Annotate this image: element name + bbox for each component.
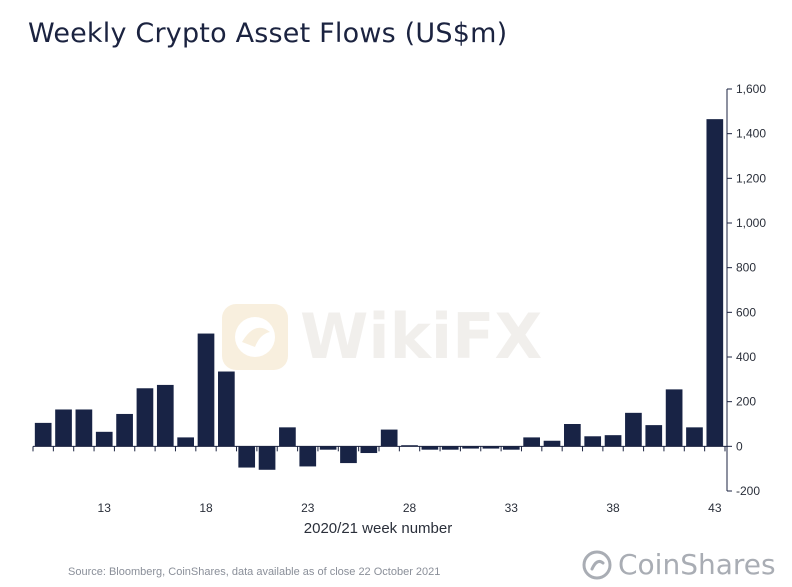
bar [645,425,663,447]
coinshares-logo-icon [582,550,612,579]
bar [462,446,479,449]
x-tick-label: 28 [403,501,417,515]
bar [177,437,194,447]
bar [584,436,602,447]
brand-name: CoinShares [618,548,776,581]
y-tick-label: 1,200 [736,171,766,185]
bar [564,424,581,447]
x-axis-label: 2020/21 week number [304,520,452,537]
x-tick-label: 33 [505,501,519,515]
bar [116,413,133,447]
bar [238,446,256,468]
bar [360,446,378,454]
bar [421,446,439,450]
bar [604,435,622,447]
y-tick-label: 800 [736,261,756,275]
bar [706,119,724,447]
x-tick-label: 23 [301,501,315,515]
x-tick-label: 43 [708,501,722,515]
y-tick-label: 1,000 [736,216,766,230]
bar [482,446,500,449]
bar [625,412,642,447]
bar [197,333,215,447]
y-tick-label: 400 [736,350,756,364]
bar [380,429,398,447]
brand-logo: CoinShares [582,548,776,581]
y-tick-label: 1,600 [736,82,766,96]
x-tick-label: 13 [98,501,112,515]
bar [136,388,154,447]
x-tick-label: 38 [606,501,620,515]
y-tick-label: 200 [736,395,756,409]
bar [75,409,93,447]
bar [95,431,113,447]
bar [279,427,296,447]
bar [543,440,561,447]
chart-title: Weekly Crypto Asset Flows (US$m) [28,18,508,49]
bar [502,446,520,450]
y-tick-label: 1,400 [736,127,766,141]
bar [441,446,459,450]
bar [218,371,235,447]
bar [319,446,337,450]
y-tick-label: 0 [736,439,743,453]
source-note: Source: Bloomberg, CoinShares, data avai… [68,566,441,578]
bar [299,446,317,467]
bar [156,384,174,447]
bar [55,409,72,447]
bar [665,389,683,447]
y-tick-label: 600 [736,305,756,319]
bar [523,437,540,447]
bar [686,427,703,447]
x-tick-label: 18 [199,501,213,515]
bar [34,422,52,447]
y-tick-label: -200 [736,484,760,498]
bar [340,446,357,464]
bar [401,445,418,447]
bar [258,446,276,470]
